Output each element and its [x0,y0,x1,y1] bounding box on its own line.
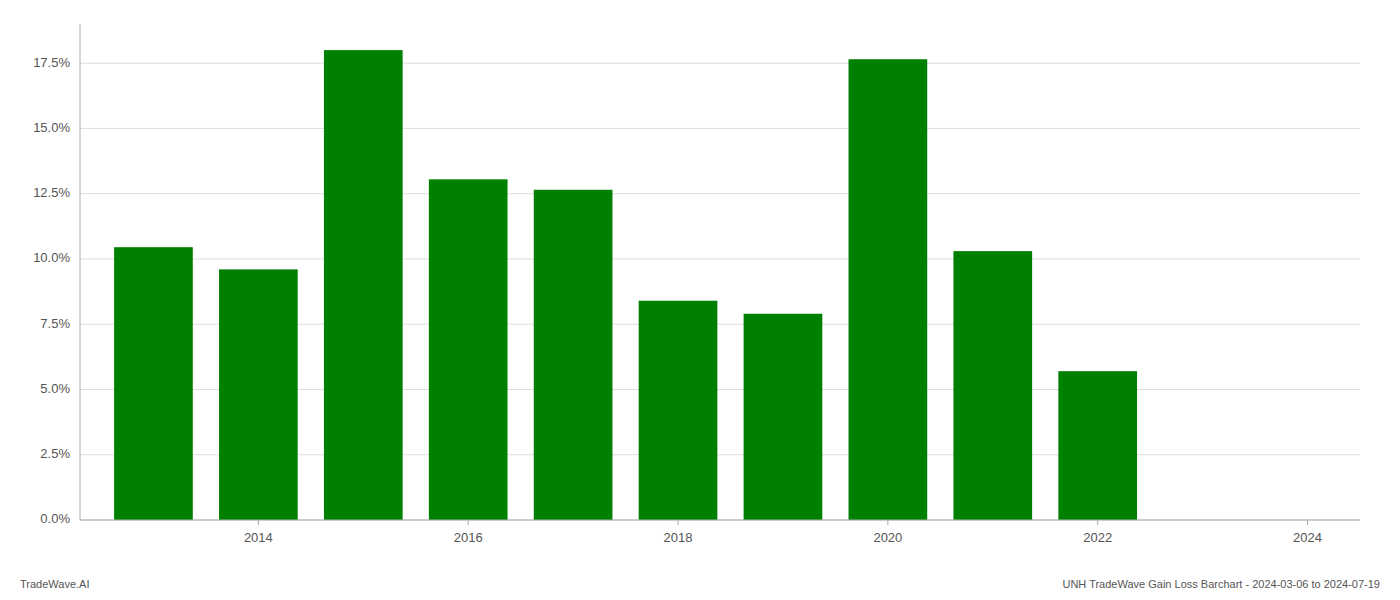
x-tick-label: 2014 [244,530,273,545]
y-tick-label: 17.5% [33,55,70,70]
bar [219,269,298,520]
x-tick [468,520,469,525]
x-tick-label: 2018 [664,530,693,545]
y-tick-label: 10.0% [33,250,70,265]
grid-line [80,63,1360,64]
y-axis-line [80,24,81,520]
footer: TradeWave.AI UNH TradeWave Gain Loss Barc… [20,578,1380,590]
bar [744,314,823,520]
x-axis-line [80,520,1360,521]
bar [1058,371,1137,520]
y-tick-label: 5.0% [40,381,70,396]
y-tick-label: 12.5% [33,185,70,200]
footer-text: TradeWave.AI [20,578,90,590]
y-grid [80,63,1360,520]
bar [324,50,403,520]
x-tick [258,520,259,525]
x-tick-label: 2016 [454,530,483,545]
x-tick-label: 2024 [1293,530,1322,545]
bars [114,50,1137,520]
x-tick [678,520,679,525]
bar [639,301,718,520]
grid-line [80,258,1360,259]
bar [534,190,613,520]
bar [114,247,193,520]
x-axis: 2014 2016 2018 2020 2022 2024 [80,520,1360,545]
page: {"chart_data": {"type": "bar", "x": [201… [0,0,1400,600]
y-tick-label: 2.5% [40,446,70,461]
grid-line [80,520,1360,521]
y-tick-label: 0.0% [40,511,70,526]
grid-line [80,193,1360,194]
y-tick-label: 7.5% [40,316,70,331]
chart: 0.0% 2.5% 5.0% 7.5% 10.0% 12.5% 15.0% 17.5% 2014… [0,0,1400,600]
footer-text: UNH TradeWave Gain Loss Barchart - 2024-… [1062,578,1380,590]
bar [849,59,928,520]
x-tick-label: 2020 [873,530,902,545]
bar [429,179,508,520]
bar [953,251,1032,520]
x-tick [1097,520,1098,525]
x-tick [887,520,888,525]
x-tick-label: 2022 [1083,530,1112,545]
x-tick [1307,520,1308,525]
y-tick-label: 15.0% [33,120,70,135]
y-axis: 0.0% 2.5% 5.0% 7.5% 10.0% 12.5% 15.0% 17.5% [33,24,80,526]
grid-line [80,128,1360,129]
